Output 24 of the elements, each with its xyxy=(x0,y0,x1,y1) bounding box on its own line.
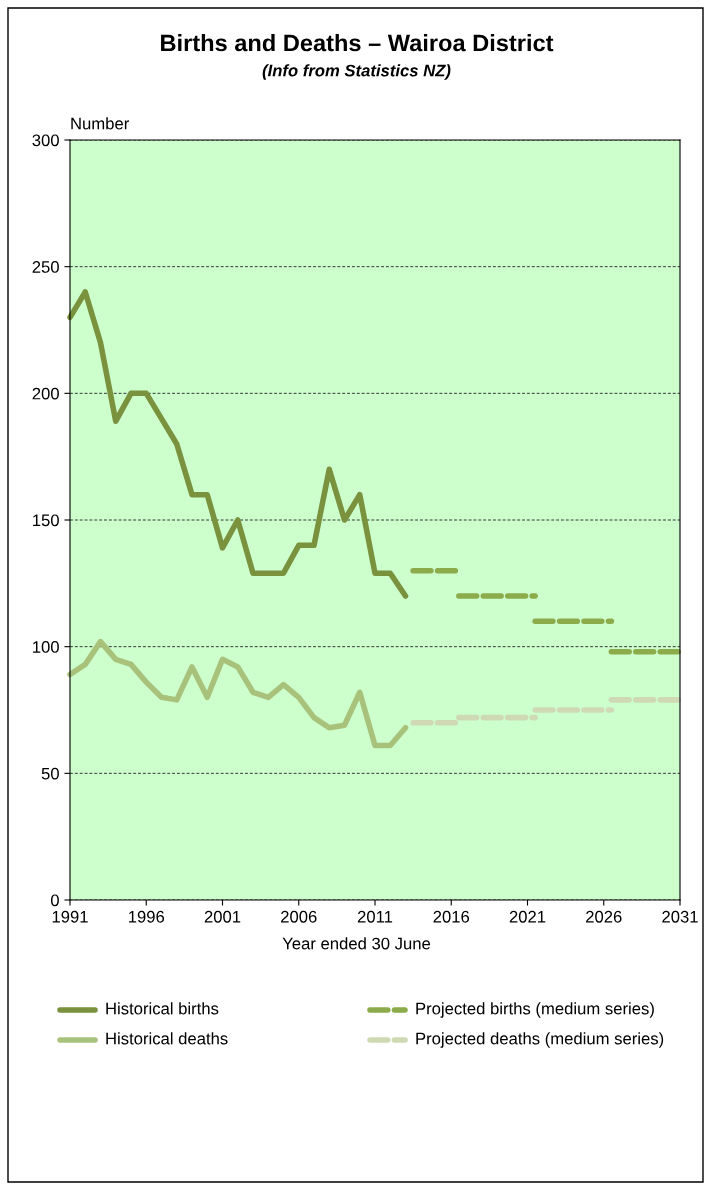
y-tick-label: 200 xyxy=(32,387,59,400)
y-tick-label: 150 xyxy=(33,514,59,527)
chart-subtitle: (Info from Statistics NZ) xyxy=(262,64,451,80)
x-tick-label: 2026 xyxy=(586,910,622,923)
legend-label: Projected births (medium series) xyxy=(416,1002,654,1018)
x-tick-label: 2011 xyxy=(357,910,393,923)
x-tick-label: 2021 xyxy=(509,910,546,923)
y-tick-label: 50 xyxy=(41,767,59,780)
x-axis-title: Year ended 30 June xyxy=(282,937,431,950)
legend-label: Historical births xyxy=(106,1002,219,1015)
legend-label: Historical deaths xyxy=(106,1032,228,1045)
chart-title: Births and Deaths – Wairoa District xyxy=(161,34,554,52)
y-tick-label: 100 xyxy=(33,641,59,653)
x-tick-label: 2006 xyxy=(281,910,317,923)
x-tick-label: 2031 xyxy=(662,910,698,923)
y-tick-label: 250 xyxy=(32,261,59,273)
y-axis-title: Number xyxy=(71,117,129,130)
legend-label: Projected deaths (medium series) xyxy=(416,1032,664,1048)
x-tick-label: 1996 xyxy=(128,910,165,923)
x-tick-label: 2001 xyxy=(204,910,241,923)
x-tick-label: 2016 xyxy=(433,910,470,923)
y-tick-label: 300 xyxy=(32,134,59,147)
y-tick-label: 0 xyxy=(50,894,59,907)
x-tick-label: 1991 xyxy=(52,910,88,923)
